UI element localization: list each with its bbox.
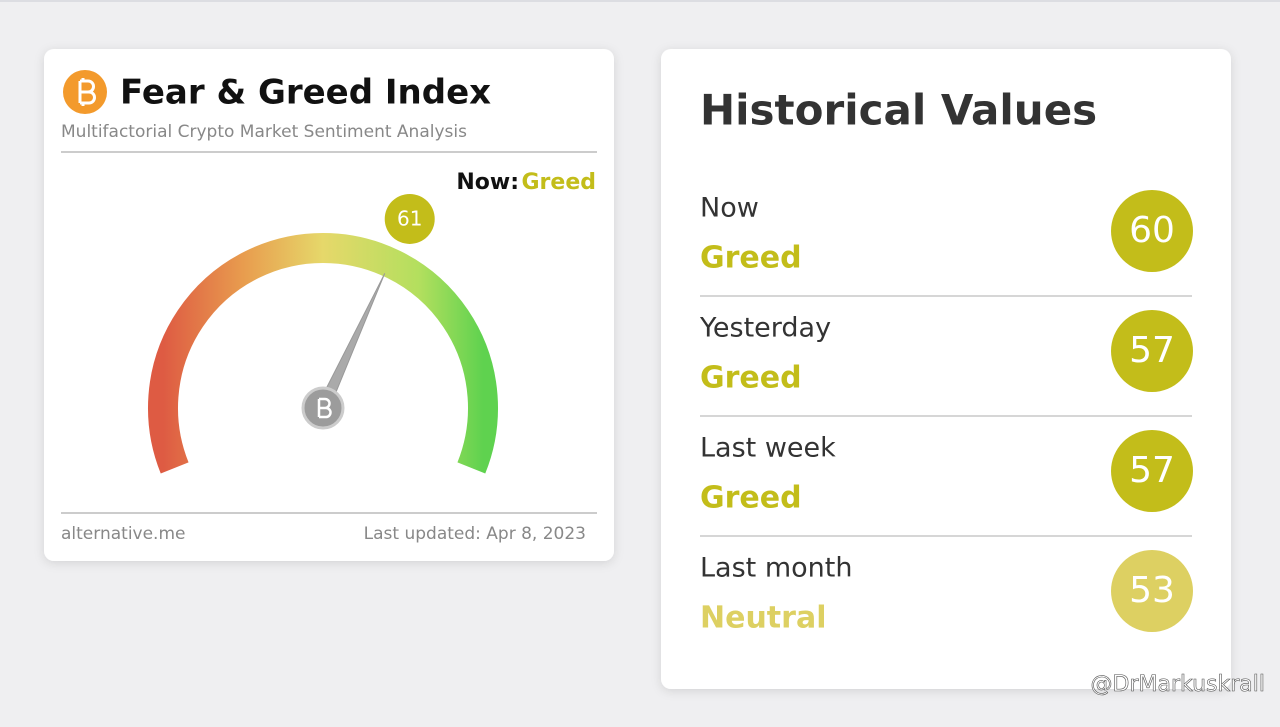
classification: Neutral (700, 601, 826, 636)
last-updated: Last updated: Apr 8, 2023 (364, 524, 586, 544)
history-rows: Now Greed 60 Yesterday Greed 57 Last week Greed… (699, 190, 1193, 636)
period: Yesterday (699, 313, 831, 344)
value-circle (1111, 550, 1193, 632)
value-circle (1111, 190, 1193, 272)
bitcoin-glyph (78, 78, 96, 106)
now-class: Greed (522, 170, 597, 195)
gauge-arc (148, 233, 498, 474)
history-card (661, 49, 1231, 689)
value: 57 (1129, 450, 1175, 491)
value: 57 (1129, 330, 1175, 371)
value-circle (1111, 430, 1193, 512)
gauge-value: 61 (397, 206, 422, 230)
value-badge (384, 193, 435, 244)
period: Last month (700, 553, 852, 584)
watermark: @DrMarkuskrall (1091, 672, 1265, 697)
gauge: 61 (148, 193, 498, 474)
classification: Greed (700, 481, 802, 516)
value-circle (1111, 310, 1193, 392)
classification: Greed (700, 361, 802, 396)
value: 60 (1129, 210, 1175, 251)
source: alternative.me (61, 524, 185, 544)
classification: Greed (700, 241, 802, 276)
gauge-subtitle: Multifactorial Crypto Market Sentiment A… (61, 122, 467, 142)
history-title: Historical Values (700, 86, 1097, 135)
hub-glyph (317, 397, 332, 419)
now-label: Now: (456, 170, 519, 195)
gauge-title: Fear & Greed Index (120, 73, 491, 113)
period: Last week (700, 433, 836, 464)
value: 53 (1129, 570, 1175, 611)
period: Now (700, 193, 759, 224)
